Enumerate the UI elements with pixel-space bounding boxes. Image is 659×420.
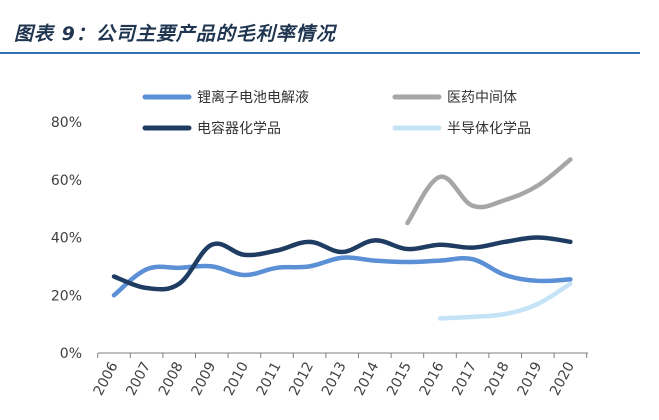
x-tick-label: 2007 — [123, 359, 154, 398]
series-line-4 — [437, 281, 573, 321]
legend-label: 电容器化学品 — [197, 120, 281, 137]
x-tick-label: 2018 — [482, 359, 513, 398]
x-tick-label: 2020 — [547, 359, 578, 398]
x-tick-label: 2014 — [351, 359, 382, 398]
x-tick-label: 2012 — [286, 359, 317, 398]
x-tick-label: 2006 — [91, 359, 122, 398]
y-axis-ticks: 0% 20% 40% 60% 80% — [51, 115, 82, 362]
y-tick-label: 80% — [51, 115, 82, 131]
y-tick-label: 0% — [60, 346, 82, 362]
x-tick-label: 2017 — [449, 359, 480, 398]
y-tick-label: 20% — [51, 288, 82, 304]
chart-title: 图表 9：公司主要产品的毛利率情况 — [14, 23, 336, 45]
x-tick-label: 2011 — [254, 359, 285, 398]
x-tick-label: 2008 — [156, 359, 187, 398]
legend-label: 锂离子电池电解液 — [197, 89, 309, 106]
title-underline — [0, 52, 640, 54]
series-lines — [111, 157, 573, 321]
legend-label: 医药中间体 — [447, 90, 517, 106]
y-tick-label: 60% — [51, 173, 82, 189]
series-line-2 — [405, 157, 573, 226]
x-tick-label: 2010 — [221, 359, 252, 398]
x-tick-label: 2009 — [188, 359, 219, 398]
series-line-1 — [111, 255, 573, 298]
y-tick-label: 40% — [51, 231, 82, 247]
series-line-3 — [111, 235, 573, 292]
x-tick-label: 2016 — [417, 359, 448, 398]
legend-label: 半导体化学品 — [447, 121, 531, 137]
x-tick-label: 2013 — [319, 359, 350, 398]
x-tick-label: 2015 — [384, 359, 415, 398]
x-axis-ticks: 2006 2007 2008 2009 2010 2011 2012 2013 2014 2015… — [91, 353, 588, 398]
x-tick-label: 2019 — [514, 359, 545, 398]
